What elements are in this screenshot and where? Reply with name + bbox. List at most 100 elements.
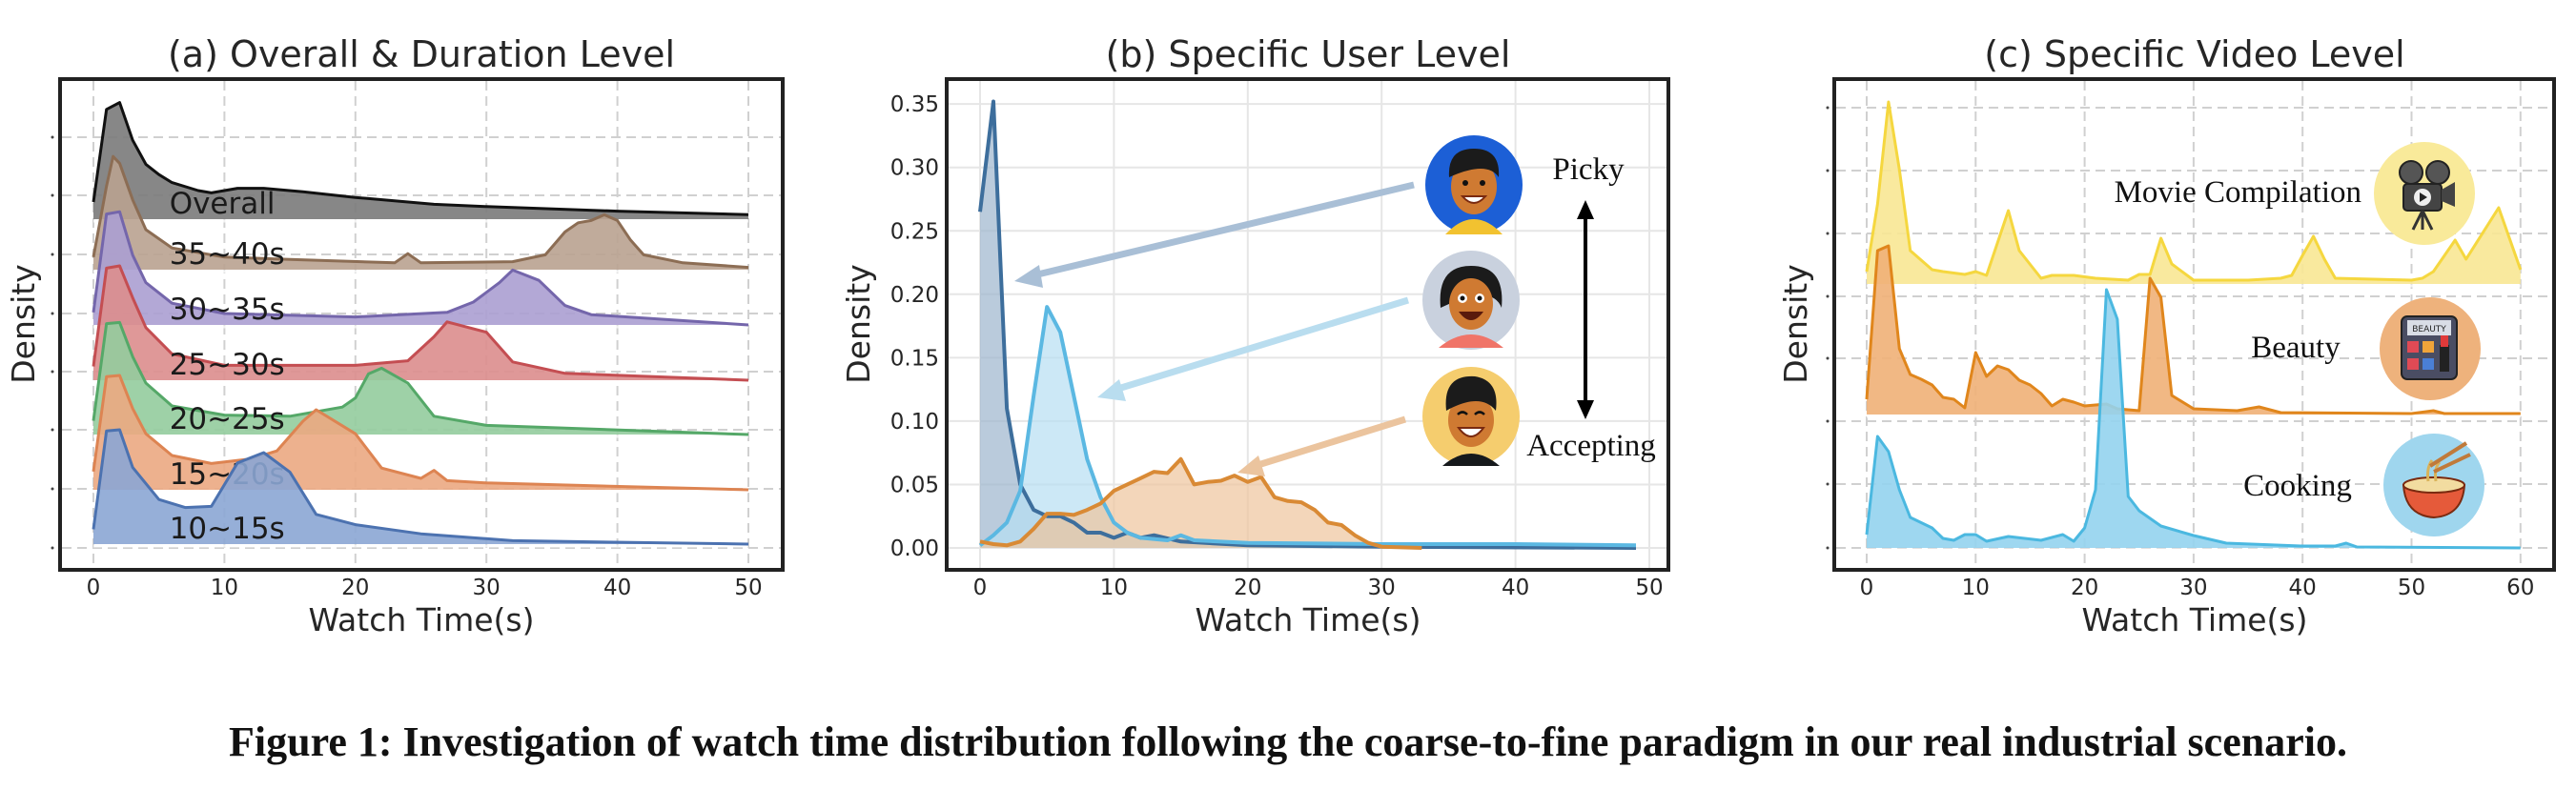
line-15-20s <box>92 374 749 492</box>
makeup-palette-icon: BEAUTY <box>2380 297 2481 400</box>
label-accepting: Accepting <box>1526 429 1656 463</box>
area-35-40s <box>93 156 748 270</box>
area-overall <box>93 102 748 219</box>
x-tick-label: 0 <box>973 576 988 600</box>
line-35-40s <box>92 154 749 270</box>
panel-b-xlabel: Watch Time(s) <box>1196 601 1421 638</box>
area-25-30s <box>93 266 748 380</box>
x-tick-label: 40 <box>2289 576 2317 600</box>
y-tick-label: 0.05 <box>890 473 939 497</box>
panel-a-series: Overall35~40s30~35s25~30s20~25s15~20s10~… <box>92 101 749 548</box>
y-tick-mark <box>1826 419 1830 423</box>
area-30-35s <box>93 212 748 325</box>
area-10-15s <box>93 430 748 544</box>
ridge-label-25-30s: 25~30s <box>170 348 285 382</box>
ridge-label-overall: Overall <box>170 187 276 221</box>
line-10-15s <box>92 428 749 546</box>
film-projector-icon <box>2374 142 2475 245</box>
panel-b-ylabel: Density <box>840 264 877 383</box>
panel-b-specific-user: (b) Specific User Level Picky Accepting <box>840 33 1670 638</box>
panel-a-ylabel: Density <box>5 264 42 383</box>
line-series-2 <box>979 456 1422 550</box>
y-tick-label: 0.30 <box>890 156 939 181</box>
y-tick-mark <box>51 312 54 315</box>
area-series-2 <box>980 458 1422 548</box>
y-tick-label: 0.00 <box>890 536 939 561</box>
arrow-medium <box>1110 296 1410 394</box>
x-tick-label: 50 <box>2398 576 2425 600</box>
y-tick-mark <box>1826 169 1830 172</box>
x-tick-label: 30 <box>473 576 501 600</box>
ridge-label-35-40s: 35~40s <box>170 237 285 272</box>
y-tick-mark <box>51 193 54 197</box>
x-tick-label: 10 <box>211 576 238 600</box>
y-tick-mark <box>1826 356 1830 360</box>
panel-c-title: (c) Specific Video Level <box>1984 33 2404 75</box>
x-tick-label: 30 <box>1368 576 1396 600</box>
panel-a-overall-duration: (a) Overall & Duration Level Overall 35~4… <box>5 33 785 638</box>
y-tick-mark <box>51 370 54 374</box>
panel-a-title: (a) Overall & Duration Level <box>168 33 675 75</box>
label-beauty: Beauty <box>2251 331 2341 365</box>
panel-c-xlabel: Watch Time(s) <box>2082 601 2308 638</box>
panel-c-labels: Movie Compilation Beauty Cooking BEAUTY <box>2115 142 2484 536</box>
panel-b-series <box>978 99 1637 550</box>
y-tick-label: 0.15 <box>890 346 939 371</box>
ridge-label-10-15s: 10~15s <box>170 512 285 546</box>
y-tick-label: 0.25 <box>890 219 939 244</box>
panel-c-x-ticks: 0 10 20 30 40 50 60 <box>1860 576 2535 600</box>
x-tick-label: 0 <box>1860 576 1874 600</box>
x-tick-label: 60 <box>2506 576 2534 600</box>
line-25-30s <box>92 264 749 382</box>
y-tick-mark <box>1826 106 1830 110</box>
label-picky: Picky <box>1552 152 1625 187</box>
x-tick-label: 10 <box>1100 576 1128 600</box>
line-30-35s <box>92 210 749 327</box>
y-tick-mark <box>51 428 54 432</box>
line-series-0 <box>978 99 1637 550</box>
panel-c-specific-video: (c) Specific Video Level Movie Compilati… <box>1777 33 2556 638</box>
y-tick-mark <box>1826 482 1830 486</box>
line-cooking <box>1865 288 2521 550</box>
panel-c-series <box>1865 100 2523 552</box>
avatar-accepting-user-icon <box>1422 367 1520 466</box>
line-series-1 <box>978 305 1637 548</box>
y-tick-mark <box>1826 546 1830 550</box>
double-arrow-head-bottom <box>1577 400 1594 419</box>
figure-caption: Figure 1: Investigation of watch time di… <box>229 718 2347 765</box>
panel-c-ylabel: Density <box>1777 264 1814 383</box>
x-tick-label: 20 <box>1234 576 1261 600</box>
arrowhead-medium <box>1097 379 1126 401</box>
y-tick-label: 0.35 <box>890 92 939 117</box>
line-overall <box>92 101 749 216</box>
y-tick-label: 0.20 <box>890 283 939 308</box>
panel-b-title: (b) Specific User Level <box>1106 33 1511 75</box>
x-tick-label: 0 <box>87 576 101 600</box>
panel-b-frame <box>945 77 1670 572</box>
x-tick-label: 20 <box>2071 576 2098 600</box>
area-movie-compilation <box>1867 102 2521 284</box>
makeup-palette-icon-text: BEAUTY <box>2412 325 2446 334</box>
arrowhead-picky <box>1014 265 1043 288</box>
ridge-label-30-35s: 30~35s <box>170 293 285 327</box>
double-arrow-head-top <box>1577 200 1594 219</box>
line-beauty <box>1865 244 2521 415</box>
x-tick-label: 10 <box>1962 576 1990 600</box>
y-tick-mark <box>51 253 54 256</box>
ridge-label-20-25s: 20~25s <box>170 402 285 436</box>
x-tick-label: 40 <box>603 576 631 600</box>
y-tick-mark <box>51 135 54 139</box>
x-tick-label: 30 <box>2179 576 2207 600</box>
y-tick-mark <box>51 546 54 550</box>
avatar-medium-user-icon <box>1422 251 1520 350</box>
arrow-accepting <box>1250 415 1407 471</box>
arrow-picky <box>1029 181 1415 280</box>
panel-a-frame <box>58 77 785 572</box>
noodle-bowl-icon <box>2383 434 2484 536</box>
x-tick-label: 20 <box>341 576 369 600</box>
y-tick-mark <box>1826 232 1830 235</box>
y-tick-label: 0.10 <box>890 410 939 435</box>
x-tick-label: 50 <box>734 576 762 600</box>
panel-a-xlabel: Watch Time(s) <box>309 601 535 638</box>
y-tick-mark <box>51 487 54 491</box>
